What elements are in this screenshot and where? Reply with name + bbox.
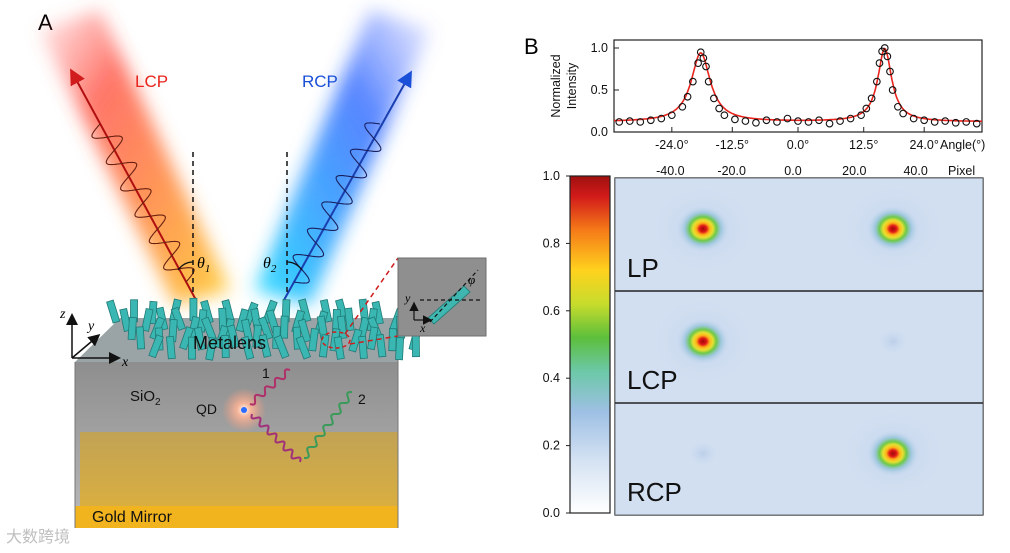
faint-spot — [879, 329, 907, 353]
colorbar-tick-label: 0.8 — [543, 236, 560, 250]
axis-y-label: y — [86, 319, 95, 334]
x-tick-label: -24.0° — [655, 138, 689, 152]
inset-phi-label: φ — [468, 272, 475, 287]
figure: A LCP RCP θ1 θ2 — [0, 0, 1010, 553]
intensity-spot — [867, 206, 919, 252]
panel-b: B 0.0 0.5 1.0 -24.0° -12.5° 0.0° 12.5° 24.0° N… — [524, 34, 985, 520]
ylabel-line1: Normalized — [549, 54, 563, 117]
y-tick-label: 0.5 — [591, 83, 608, 97]
watermark: 大数跨境 — [6, 523, 70, 547]
metalens-label: Metalens — [193, 333, 266, 353]
inset-y-label: y — [404, 291, 411, 305]
colorbar-tick-label: 0.6 — [543, 304, 560, 318]
intensity-spot — [867, 430, 919, 476]
colorbar-tick-label: 0.2 — [543, 439, 560, 453]
pixel-tick-label: 0.0 — [784, 164, 801, 178]
colorbar: 0.0 0.2 0.4 0.6 0.8 1.0 — [543, 169, 610, 520]
x-tick-label: -12.5° — [716, 138, 750, 152]
pixel-tick-label: 20.0 — [842, 164, 866, 178]
metalens-pillar — [136, 327, 144, 349]
gold-mirror-label: Gold Mirror — [92, 509, 173, 526]
ylabel-line2: Intensity — [565, 62, 579, 109]
panel-b-label: B — [524, 34, 539, 59]
pillar-inset: y x φ — [322, 258, 486, 348]
metalens-pillar — [166, 336, 175, 359]
y-tick-label: 0.0 — [591, 125, 608, 139]
panel-a: A LCP RCP θ1 θ2 — [38, 10, 486, 528]
heatmap: LP LCP RCP — [615, 178, 983, 515]
inset-x-label: x — [419, 321, 426, 335]
angle-axis-label: Angle(°) — [940, 138, 985, 152]
pixel-tick-label: -40.0 — [656, 164, 685, 178]
y-tick-label: 1.0 — [591, 41, 608, 55]
pixel-tick-label: -20.0 — [717, 164, 746, 178]
x-tick-label: 12.5° — [849, 138, 878, 152]
intensity-line-plot: 0.0 0.5 1.0 -24.0° -12.5° 0.0° 12.5° 24.0° Nor… — [549, 40, 985, 178]
metalens-pillar — [359, 336, 368, 359]
heatmap-row-label: RCP — [627, 477, 682, 507]
x-tick-label: 24.0° — [910, 138, 939, 152]
faint-spot — [689, 441, 717, 465]
colorbar-tick-label: 1.0 — [543, 169, 560, 183]
metalens-pillar — [412, 335, 419, 357]
quantum-dot — [241, 407, 247, 413]
metalens-pillar — [280, 316, 288, 338]
intensity-spot — [677, 318, 729, 364]
path-1-label: 1 — [262, 365, 270, 381]
metalens-pillar — [107, 300, 120, 323]
metalens-pillar — [396, 337, 404, 359]
colorbar-tick-label: 0.0 — [543, 506, 560, 520]
metalens-pillar — [128, 317, 136, 339]
pixel-axis-label: Pixel — [948, 164, 975, 178]
heatmap-row-label: LCP — [627, 365, 678, 395]
qd-label: QD — [196, 401, 217, 417]
intensity-spot — [677, 206, 729, 252]
lcp-label: LCP — [135, 72, 168, 91]
axis-x-label: x — [121, 355, 129, 370]
rcp-label: RCP — [302, 72, 338, 91]
x-tick-label: 0.0° — [787, 138, 809, 152]
colorbar-tick-label: 0.4 — [543, 371, 560, 385]
axis-z-label: z — [59, 307, 66, 322]
heatmap-row-label: LP — [627, 253, 659, 283]
metalens-pillar — [389, 329, 397, 351]
pixel-tick-label: 40.0 — [903, 164, 927, 178]
path-2-label: 2 — [358, 391, 366, 407]
